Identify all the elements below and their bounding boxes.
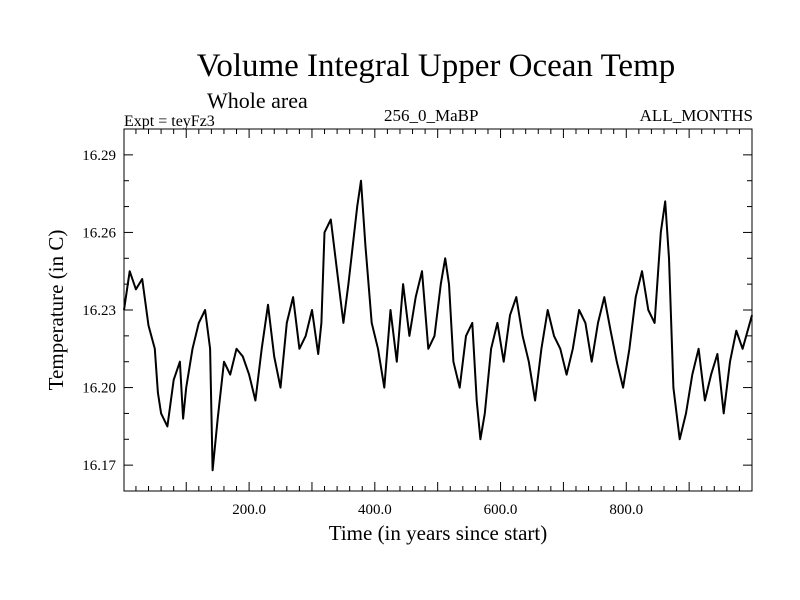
x-axis-label: Time (in years since start) xyxy=(329,521,548,545)
x-tick-label: 800.0 xyxy=(609,502,643,518)
y-axis-label: Temperature (in C) xyxy=(44,230,68,391)
plot-area: 200.0 400.0 600.0 800.0 16.17 16.20 16.23 16.26… xyxy=(44,128,753,545)
chart-title: Volume Integral Upper Ocean Temp xyxy=(196,48,676,84)
y-tick-label: 16.23 xyxy=(82,303,116,319)
y-tick-label: 16.17 xyxy=(82,458,116,474)
months-label: ALL_MONTHS xyxy=(639,106,753,125)
series-line xyxy=(123,179,753,472)
run-label: 256_0_MaBP xyxy=(384,106,479,125)
chart-subtitle: Whole area xyxy=(207,88,308,113)
x-tick-label: 600.0 xyxy=(484,502,518,518)
y-tick-label: 16.26 xyxy=(82,225,116,241)
x-tick-label: 200.0 xyxy=(232,502,266,518)
experiment-label: Expt = teyFz3 xyxy=(124,113,215,130)
y-tick-label: 16.29 xyxy=(82,148,116,164)
x-tick-label: 400.0 xyxy=(358,502,392,518)
y-tick-label: 16.20 xyxy=(82,381,116,397)
